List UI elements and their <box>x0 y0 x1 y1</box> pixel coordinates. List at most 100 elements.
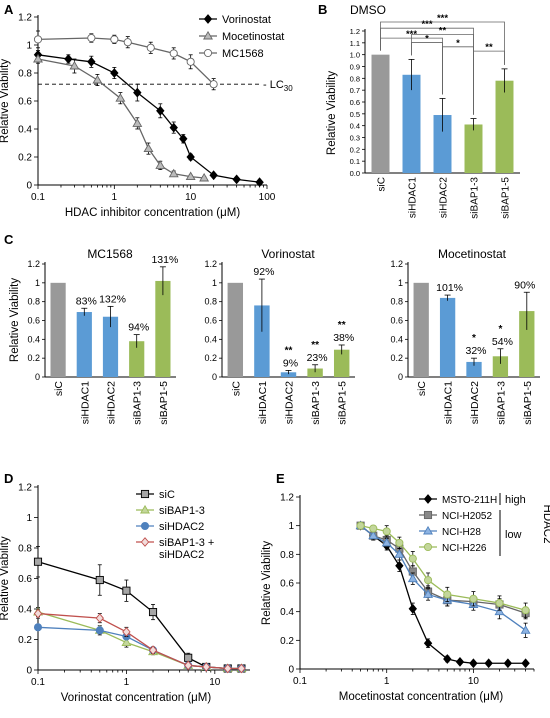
panel-c-y-tick-label: 1 <box>35 278 40 288</box>
panel-a-data-point <box>209 80 218 89</box>
panel-c-category-label: siHDAC2 <box>284 381 296 424</box>
panel-d-data-point <box>148 608 158 617</box>
panel-a-legend-label: Vorinostat <box>222 14 271 26</box>
panel-e-data-point <box>521 606 530 615</box>
panel-d-legend-marker <box>140 489 150 499</box>
panel-a-data-point <box>168 168 179 178</box>
panel-e-data-point <box>408 603 417 614</box>
panel-e-legend-label: NCI-H2052 <box>442 511 492 522</box>
panel-b-sig-label: ** <box>439 25 447 36</box>
panel-e-data-point <box>469 594 478 603</box>
panel-a-data-point <box>143 143 154 153</box>
panel-c-bar <box>50 282 66 377</box>
panel-b-sig-label: *** <box>437 13 448 24</box>
panel-c-percent-label: 131% <box>151 254 178 266</box>
panel-d-legend-marker <box>140 521 150 531</box>
panel-b-chart: DMSO Relative Viability 0.0 0.1 0.2 0.3 0.4 0.5… <box>326 3 520 219</box>
panel-a-y-tick-label: 0.6 <box>18 97 32 108</box>
panel-a-data-point <box>186 57 195 66</box>
panel-a-series-2 <box>33 30 218 91</box>
panel-b-category-label: siC <box>377 177 388 191</box>
panel-a-x-tick-label: 100 <box>259 192 276 203</box>
panel-d-x-tick-label: 10 <box>209 677 221 688</box>
panel-b-sig-label: * <box>425 33 429 44</box>
panel-e-y-tick-label: 0 <box>288 665 294 676</box>
panel-d-series-line <box>37 561 242 670</box>
panel-e-x-axis-label: Mocetinostat concentration (μM) <box>339 691 504 703</box>
panel-b-y-tick-label: 0.3 <box>350 134 360 143</box>
panel-e-data-point <box>423 638 433 649</box>
panel-c-percent-label: 92% <box>253 266 274 278</box>
panel-c-bar <box>102 316 119 377</box>
panel-c-y-tick-label: 0.2 <box>27 353 40 363</box>
panel-c-percent-label: 38% <box>333 332 354 344</box>
panel-c-percent-label: 54% <box>492 336 513 348</box>
panel-b-y-tick-label: 0.8 <box>350 74 360 83</box>
panel-a-data-point <box>255 177 264 188</box>
panel-e-low-label: low <box>505 529 522 541</box>
panel-a-legend-item: MC1568 <box>199 48 264 60</box>
panel-e-legend-label: NCI-H28 <box>442 527 481 538</box>
panel-b-y-tick-label: 1.2 <box>350 27 360 36</box>
panel-a-data-point <box>115 93 126 102</box>
panel-b-sig-label: ** <box>485 42 493 53</box>
panel-c-category-label: siHDAC1 <box>79 381 91 424</box>
panel-d-series-0 <box>33 546 246 673</box>
panel-a-series-0 <box>33 49 264 188</box>
panel-b-y-tick-label: 0.1 <box>350 157 360 166</box>
panel-c-sig-label: ** <box>311 340 319 351</box>
panel-a-y-tick-label: 0.2 <box>18 153 32 164</box>
panel-e-chart: 0 0.2 0.4 0.6 0.8 1 1.2 0.1 1 10 Mocetinostat conc… <box>261 493 550 704</box>
panel-c-category-label: siC <box>230 381 242 397</box>
panel-e-data-point <box>381 537 392 547</box>
panel-d-data-point <box>33 623 43 632</box>
panel-a-data-point <box>132 118 143 127</box>
panel-a-series-1 <box>33 53 210 182</box>
panel-e-data-point <box>494 606 505 616</box>
panel-d-data-point <box>33 557 43 566</box>
panel-c-bar <box>466 361 482 377</box>
panel-a-data-point <box>92 74 103 84</box>
panel-c-bar <box>227 282 244 377</box>
panel-c-sig-label: * <box>498 324 502 335</box>
panel-c-bar <box>413 282 429 377</box>
panel-a-y-tick-label: 1.2 <box>18 13 32 24</box>
panel-a-data-point <box>199 172 210 182</box>
panel-e-series-line <box>360 525 526 631</box>
panel-a-data-point <box>69 60 80 70</box>
panel-d-y-tick-label: 0.2 <box>18 635 32 646</box>
panel-e-data-point <box>443 654 452 664</box>
panel-c-category-label: siHDAC2 <box>106 381 118 424</box>
panel-a-series-line <box>37 58 205 179</box>
panel-d-legend-label: siBAP1-3 <box>159 505 205 517</box>
panel-c-y-tick-label: 0.2 <box>390 353 403 363</box>
panel-a-data-point <box>133 87 142 98</box>
panel-a-data-point <box>110 35 119 44</box>
panel-e-high-label: high <box>505 494 526 506</box>
panel-c-category-label: siHDAC1 <box>443 381 455 424</box>
panel-d-data-point <box>184 660 193 671</box>
panel-a-data-point <box>87 56 96 67</box>
panel-e-data-point <box>394 549 405 558</box>
panel-c-y-tick-label: 0.6 <box>390 316 403 326</box>
panel-b-category-label: siHDAC1 <box>408 177 419 219</box>
panel-a-legend-label: MC1568 <box>222 48 264 60</box>
panel-a-y-tick-label: 0.8 <box>18 69 32 80</box>
panel-e-side-label: HDAC2 <box>541 505 550 544</box>
panel-e-data-point <box>407 573 418 583</box>
panel-c-category-label: siBAP1-5 <box>522 381 534 425</box>
panel-b-title: DMSO <box>350 3 386 17</box>
panel-a-y-axis-label: Relative Viability <box>0 59 11 143</box>
panel-e-y-tick-label: 0.8 <box>280 550 294 561</box>
panel-c-category-label: siBAP1-5 <box>158 381 170 425</box>
panel-d-data-point <box>122 626 131 637</box>
panel-c-y-tick-label: 0.8 <box>390 297 403 307</box>
panel-a-data-point <box>169 122 178 133</box>
panel-c-percent-label: 9% <box>283 357 298 369</box>
panel-e-y-tick-label: 0.6 <box>280 579 294 590</box>
panel-e-data-point <box>469 658 478 669</box>
panel-e-legend-marker <box>423 525 433 535</box>
panel-b-y-tick-label: 0.5 <box>350 110 360 119</box>
panel-e-data-point <box>520 625 531 634</box>
